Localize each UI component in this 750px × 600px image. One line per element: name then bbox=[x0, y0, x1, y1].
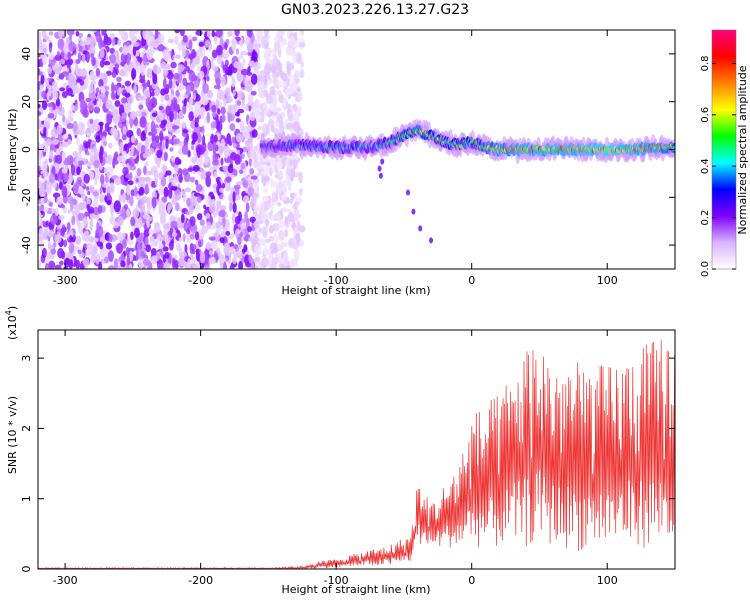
colorbar: 0.0 0.2 0.4 0.6 0.8 Normalized spectral ampl… bbox=[700, 29, 749, 277]
snr-y-multiplier-close: ) bbox=[6, 306, 19, 310]
y-tick-label: 0 bbox=[20, 566, 33, 573]
colorbar-tick-label: 0.4 bbox=[700, 158, 711, 174]
snr-frame bbox=[37, 329, 676, 570]
colorbar-tick-label: 0.2 bbox=[700, 210, 711, 226]
colorbar-label: Normalized spectral amplitude bbox=[736, 65, 749, 234]
snr-y-multiplier-base: (x10 bbox=[6, 315, 19, 340]
snr-x-axis: -300 -200 -100 0 100 bbox=[53, 330, 618, 587]
x-tick-label: -200 bbox=[188, 274, 213, 287]
spectrogram-y-label: Frequency (Hz) bbox=[6, 109, 19, 192]
snr-x-label: Height of straight line (km) bbox=[281, 583, 430, 596]
x-tick-label: 0 bbox=[468, 574, 475, 587]
spectrogram-heatmap bbox=[38, 30, 675, 269]
colorbar-tick-label: 0.6 bbox=[700, 107, 711, 123]
colorbar-tick-label: 0.0 bbox=[700, 261, 711, 277]
x-tick-label: 0 bbox=[468, 274, 475, 287]
x-tick-label: -300 bbox=[53, 274, 78, 287]
colorbar-tick-label: 0.8 bbox=[700, 55, 711, 71]
x-tick-label: -200 bbox=[188, 574, 213, 587]
colorbar-gradient bbox=[712, 30, 736, 269]
spectrogram-x-label: Height of straight line (km) bbox=[281, 284, 430, 297]
x-tick-label: -100 bbox=[324, 274, 349, 287]
snr-y-multiplier-exp: 4 bbox=[4, 310, 13, 315]
y-tick-label: 1 bbox=[20, 495, 33, 502]
snr-panel: -300 -200 -100 0 100 0 1 2 3 Height of straight… bbox=[4, 306, 676, 596]
snr-line-layer bbox=[38, 340, 675, 569]
colorbar-frame bbox=[711, 29, 737, 270]
x-tick-label: -100 bbox=[324, 574, 349, 587]
x-tick-label: 100 bbox=[597, 274, 618, 287]
x-tick-label: -300 bbox=[53, 574, 78, 587]
y-tick-label: 0 bbox=[20, 146, 33, 153]
y-tick-label: 20 bbox=[20, 95, 33, 109]
y-tick-label: 2 bbox=[20, 425, 33, 432]
chart-title: GN03.2023.226.13.27.G23 bbox=[281, 2, 469, 18]
snr-y-label: SNR (10 * v/v) bbox=[6, 396, 19, 474]
colorbar-ticks: 0.0 0.2 0.4 0.6 0.8 bbox=[700, 55, 736, 277]
snr-y-axis: 0 1 2 3 bbox=[20, 355, 675, 573]
snr-series-line bbox=[38, 340, 675, 569]
y-tick-label: -40 bbox=[20, 236, 33, 254]
snr-y-multiplier: (x104) bbox=[4, 306, 19, 340]
spectrogram-y-axis: -40 -20 0 20 40 bbox=[20, 47, 675, 254]
y-tick-label: 3 bbox=[20, 355, 33, 362]
y-tick-label: -20 bbox=[20, 188, 33, 206]
x-tick-label: 100 bbox=[597, 574, 618, 587]
y-tick-label: 40 bbox=[20, 47, 33, 61]
spectrogram-x-axis: -300 -200 -100 0 100 bbox=[53, 30, 618, 287]
